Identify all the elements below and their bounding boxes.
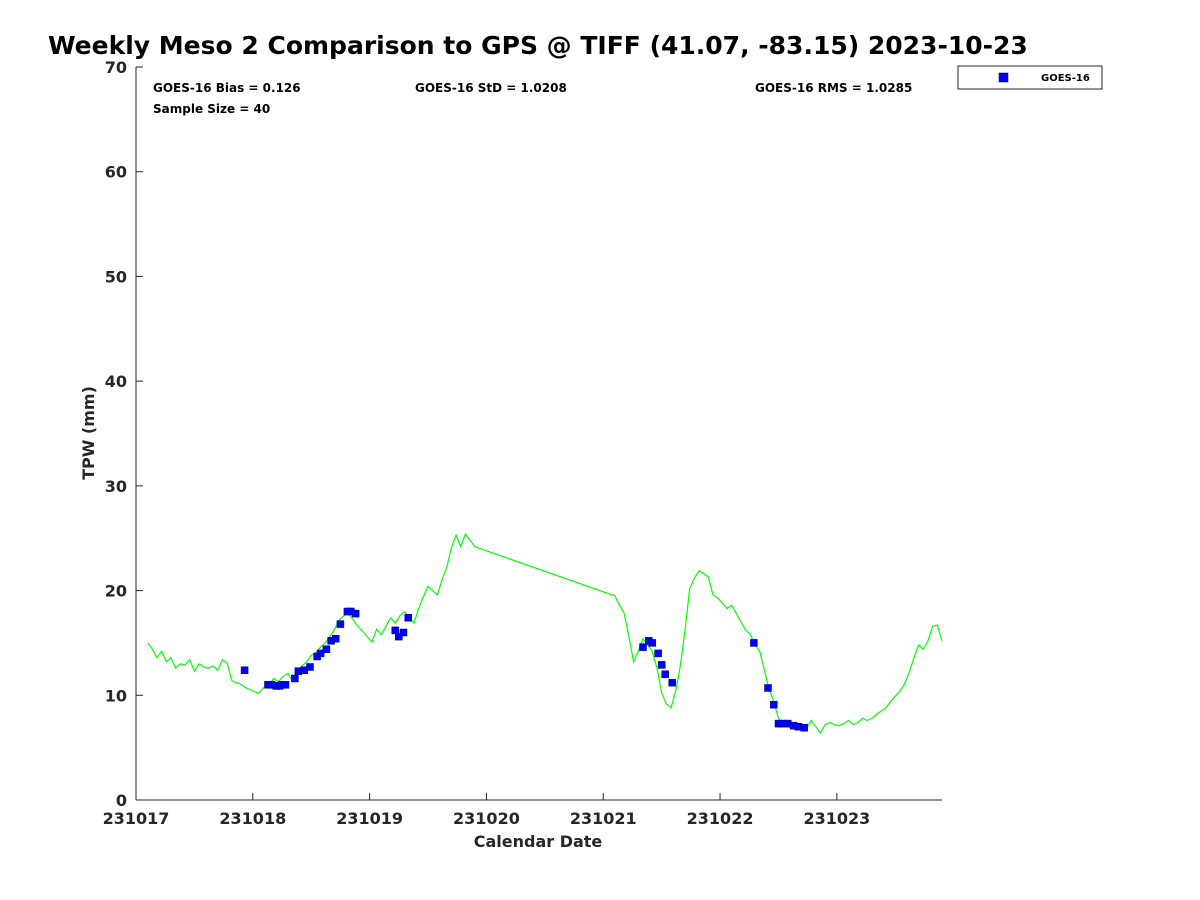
x-tick-label: 231020 bbox=[453, 809, 520, 828]
goes16-point bbox=[668, 678, 676, 687]
goes16-point bbox=[661, 670, 669, 679]
plot-area bbox=[136, 67, 942, 800]
y-tick-label: 40 bbox=[105, 372, 127, 391]
x-tick-label: 231021 bbox=[570, 809, 637, 828]
y-tick-label: 70 bbox=[105, 58, 127, 77]
legend-label-goes16: GOES-16 bbox=[1041, 73, 1090, 84]
goes16-point bbox=[800, 723, 808, 732]
gps-tpw-line bbox=[147, 532, 943, 735]
y-tick-label: 0 bbox=[116, 791, 127, 810]
legend-box bbox=[957, 65, 1103, 90]
y-tick-label: 10 bbox=[105, 686, 127, 705]
rms-stat: GOES-16 RMS = 1.0285 bbox=[755, 81, 912, 95]
x-tick-label: 231018 bbox=[219, 809, 286, 828]
goes16-scatter-series bbox=[240, 607, 808, 732]
chart-title: Weekly Meso 2 Comparison to GPS @ TIFF (… bbox=[48, 31, 1028, 60]
axes: 0 10 20 30 40 50 60 70 231017 231018 231019 231020 2… bbox=[103, 58, 942, 828]
goes16-point bbox=[770, 700, 778, 709]
goes16-point bbox=[657, 661, 666, 669]
goes16-point bbox=[654, 649, 662, 658]
goes16-point bbox=[322, 645, 331, 653]
legend: GOES-16 bbox=[957, 65, 1103, 90]
goes16-point bbox=[316, 649, 325, 658]
goes16-point bbox=[639, 643, 647, 651]
y-tick-label: 30 bbox=[105, 477, 127, 496]
goes16-point bbox=[399, 628, 408, 637]
goes16-point bbox=[750, 639, 758, 647]
goes16-point bbox=[404, 614, 412, 622]
goes16-point bbox=[336, 620, 345, 628]
goes16-point bbox=[395, 632, 403, 641]
x-tick-label: 231017 bbox=[103, 809, 170, 828]
goes16-point bbox=[764, 684, 772, 692]
goes16-point bbox=[331, 634, 340, 643]
x-tick-label: 231022 bbox=[687, 809, 754, 828]
y-axis-label: TPW (mm) bbox=[79, 386, 98, 480]
y-tick-label: 20 bbox=[105, 582, 127, 601]
std-stat: GOES-16 StD = 1.0208 bbox=[415, 81, 567, 95]
x-tick-label: 231019 bbox=[336, 809, 403, 828]
y-tick-label: 60 bbox=[105, 163, 127, 182]
goes16-point bbox=[281, 681, 290, 689]
bias-stat: GOES-16 Bias = 0.126 bbox=[153, 81, 301, 95]
y-tick-label: 50 bbox=[105, 267, 127, 286]
x-axis-label: Calendar Date bbox=[474, 832, 603, 851]
x-tick-label: 231023 bbox=[803, 809, 870, 828]
goes16-point bbox=[351, 609, 360, 618]
gps-line-series bbox=[147, 532, 943, 735]
goes16-point bbox=[306, 663, 314, 671]
sample-size-stat: Sample Size = 40 bbox=[153, 102, 270, 116]
goes16-point bbox=[240, 666, 249, 674]
goes16-point bbox=[648, 639, 657, 647]
goes16-point bbox=[291, 674, 299, 683]
legend-marker-goes16 bbox=[998, 72, 1009, 83]
